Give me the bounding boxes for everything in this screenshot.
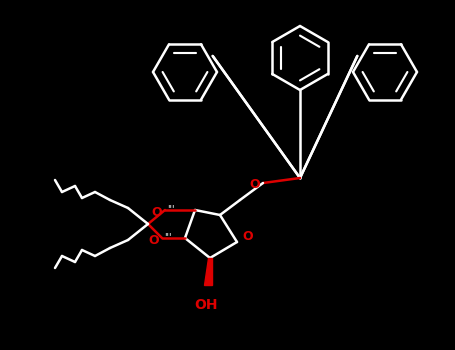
Text: O: O [152,205,162,218]
Text: ''': ''' [164,232,172,242]
Text: O: O [148,233,159,246]
Text: O: O [250,178,260,191]
Text: ''': ''' [167,204,175,214]
Text: O: O [242,231,253,244]
Polygon shape [204,258,212,285]
Text: OH: OH [194,298,218,312]
